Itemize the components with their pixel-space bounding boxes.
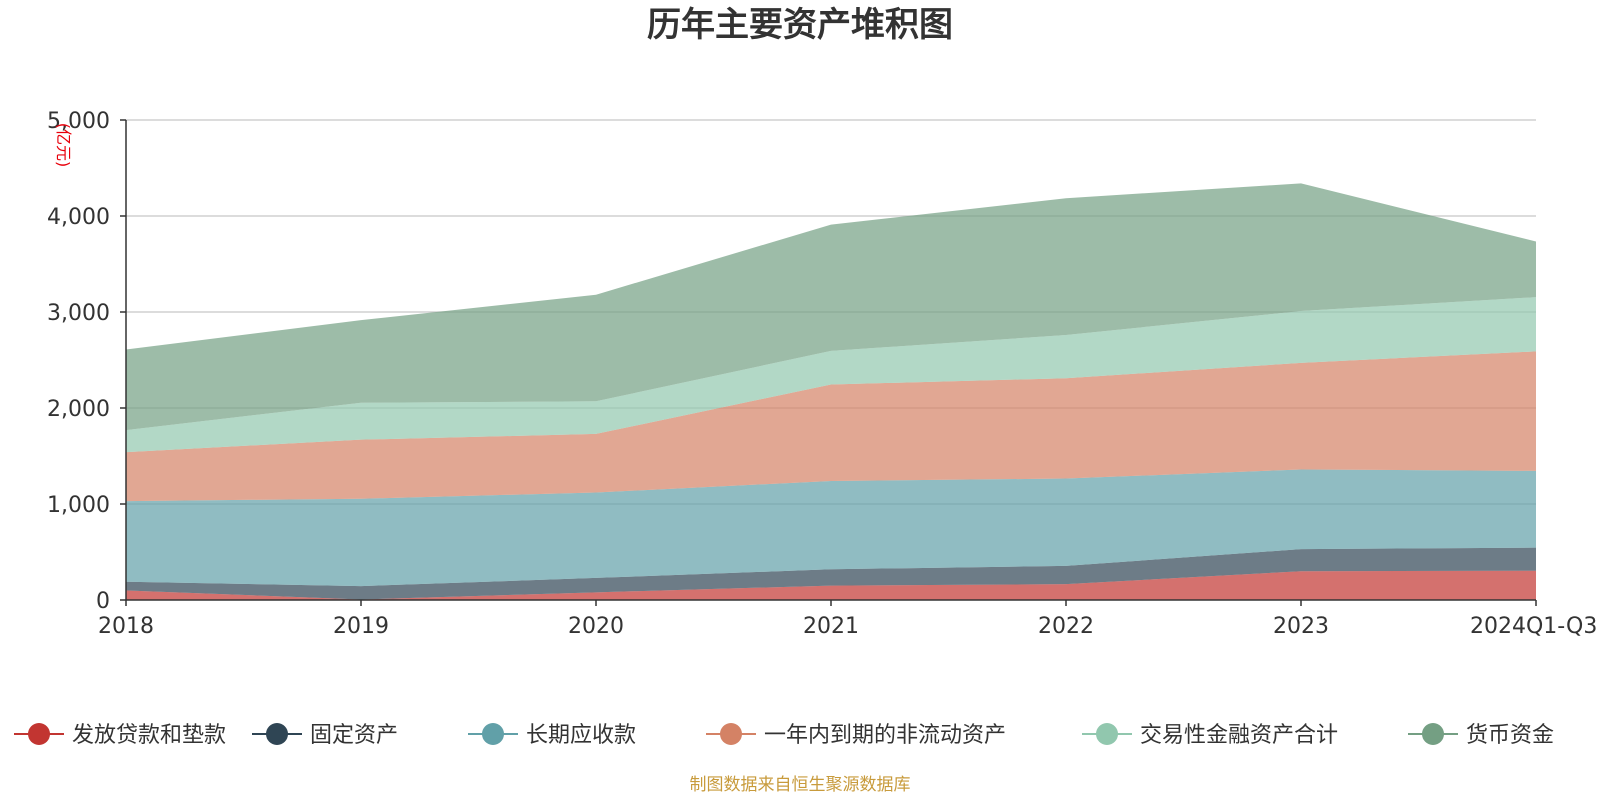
x-tick-label: 2021 bbox=[803, 614, 859, 639]
legend-label: 长期应收款 bbox=[526, 723, 636, 748]
legend-marker bbox=[1096, 723, 1118, 745]
area-series-6 bbox=[126, 183, 1536, 431]
legend-item-4[interactable]: 一年内到期的非流动资产 bbox=[706, 723, 1006, 748]
y-tick-label: 2,000 bbox=[47, 397, 110, 422]
chart-title: 历年主要资产堆积图 bbox=[647, 5, 953, 45]
y-tick-label: 1,000 bbox=[47, 493, 110, 518]
y-tick-label: 3,000 bbox=[47, 301, 110, 326]
y-tick-label: 5,000 bbox=[47, 109, 110, 134]
x-tick-label: 2023 bbox=[1273, 614, 1329, 639]
x-tick-label: 2024Q1-Q3 bbox=[1470, 614, 1597, 639]
legend-label: 一年内到期的非流动资产 bbox=[764, 723, 1006, 748]
legend-item-2[interactable]: 固定资产 bbox=[252, 723, 398, 748]
area-series-5 bbox=[126, 297, 1536, 453]
x-axis-ticks: 2018 2019 2020 2021 2022 2023 2024Q1-Q3 bbox=[98, 600, 1597, 639]
y-tick-label: 4,000 bbox=[47, 205, 110, 230]
y-axis-ticks: 0 1,000 2,000 3,000 4,000 5,000 bbox=[47, 109, 126, 614]
y-tick-label: 0 bbox=[96, 589, 110, 614]
legend-marker bbox=[720, 723, 742, 745]
legend-item-6[interactable]: 货币资金 bbox=[1408, 723, 1554, 748]
source-note: 制图数据来自恒生聚源数据库 bbox=[690, 775, 911, 795]
legend-label: 固定资产 bbox=[310, 723, 398, 748]
legend-item-3[interactable]: 长期应收款 bbox=[468, 723, 636, 748]
area-series-1 bbox=[126, 570, 1536, 600]
legend: 发放贷款和垫款 固定资产 长期应收款 一年内到期的非流动资产 交易性金融资产合计 货币资金 bbox=[14, 723, 1554, 748]
legend-item-1[interactable]: 发放贷款和垫款 bbox=[14, 723, 226, 748]
legend-label: 交易性金融资产合计 bbox=[1140, 723, 1338, 748]
legend-marker bbox=[482, 723, 504, 745]
legend-label: 货币资金 bbox=[1466, 723, 1554, 748]
x-tick-label: 2019 bbox=[333, 614, 389, 639]
legend-marker bbox=[1422, 723, 1444, 745]
x-tick-label: 2020 bbox=[568, 614, 624, 639]
area-series-3 bbox=[126, 469, 1536, 587]
x-tick-label: 2018 bbox=[98, 614, 154, 639]
y-axis-unit: (亿元) bbox=[54, 123, 73, 168]
x-tick-label: 2022 bbox=[1038, 614, 1094, 639]
area-series-2 bbox=[126, 547, 1536, 600]
legend-item-5[interactable]: 交易性金融资产合计 bbox=[1082, 723, 1338, 748]
area-series bbox=[126, 183, 1536, 600]
legend-marker bbox=[28, 723, 50, 745]
legend-label: 发放贷款和垫款 bbox=[72, 723, 226, 748]
area-series-4 bbox=[126, 351, 1536, 502]
legend-marker bbox=[266, 723, 288, 745]
